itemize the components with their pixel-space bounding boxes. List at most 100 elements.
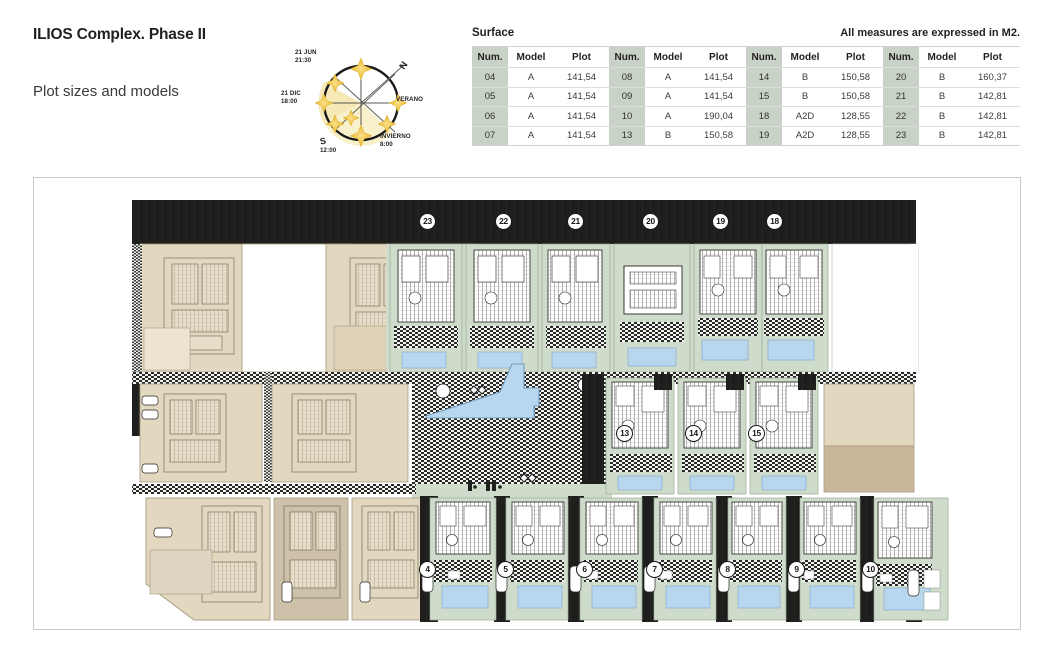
col-model-3: Model bbox=[782, 46, 828, 68]
table-header-row: Num. Model Plot Num. Model Plot Num. Mod… bbox=[472, 46, 1020, 68]
plot-badge-8[interactable]: 8 bbox=[719, 561, 736, 578]
cell-plot: 141,54 bbox=[554, 67, 609, 88]
cell-model: A bbox=[508, 67, 554, 88]
cell-model: A bbox=[508, 106, 554, 127]
cell-num: 14 bbox=[746, 67, 782, 88]
plot-badge-23[interactable]: 23 bbox=[419, 213, 436, 230]
col-num-4: Num. bbox=[883, 46, 919, 68]
cell-model: A bbox=[508, 87, 554, 107]
col-model-1: Model bbox=[508, 46, 554, 68]
cell-plot: 128,55 bbox=[828, 126, 883, 146]
cell-num: 08 bbox=[609, 67, 645, 88]
cell-model: B bbox=[919, 87, 965, 107]
cell-num: 20 bbox=[883, 67, 919, 88]
plot-badge-19[interactable]: 19 bbox=[712, 213, 729, 230]
col-model-2: Model bbox=[645, 46, 691, 68]
cell-plot: 141,54 bbox=[554, 87, 609, 107]
cell-model: A bbox=[645, 106, 691, 127]
surface-section: Surface All measures are expressed in M2… bbox=[472, 27, 1020, 146]
plot-badge-15[interactable]: 15 bbox=[748, 425, 765, 442]
cell-num: 21 bbox=[883, 87, 919, 107]
surface-title: Surface bbox=[472, 27, 515, 39]
plot-badge-20[interactable]: 20 bbox=[642, 213, 659, 230]
plot-badge-13[interactable]: 13 bbox=[616, 425, 633, 442]
compass-label-summer: 21 JUN 21:30 bbox=[295, 49, 317, 65]
plot-badge-10[interactable]: 10 bbox=[862, 561, 879, 578]
cell-model: B bbox=[782, 87, 828, 107]
cell-num: 05 bbox=[472, 87, 508, 107]
svg-text:N: N bbox=[397, 60, 410, 72]
cell-model: B bbox=[645, 126, 691, 146]
cell-model: A bbox=[508, 126, 554, 146]
table-row: 07 A 141,54 13 B 150,58 19 A2D 128,55 23… bbox=[472, 126, 1020, 146]
col-plot-4: Plot bbox=[965, 46, 1020, 68]
cell-num: 18 bbox=[746, 106, 782, 127]
compass-svg: N bbox=[314, 57, 410, 148]
table-row: 06 A 141,54 10 A 190,04 18 A2D 128,55 22… bbox=[472, 106, 1020, 127]
compass-label-south: S 12:00 bbox=[319, 135, 337, 155]
cell-num: 06 bbox=[472, 106, 508, 127]
plot-badge-4[interactable]: 4 bbox=[419, 561, 436, 578]
cell-num: 07 bbox=[472, 126, 508, 146]
plot-badge-21[interactable]: 21 bbox=[567, 213, 584, 230]
title-block: ILIOS Complex. Phase II Plot sizes and m… bbox=[33, 26, 333, 100]
cell-plot: 150,58 bbox=[691, 126, 746, 146]
cell-plot: 141,54 bbox=[691, 67, 746, 88]
plot-badge-18[interactable]: 18 bbox=[766, 213, 783, 230]
cell-plot: 142,81 bbox=[965, 126, 1020, 146]
page-header: ILIOS Complex. Phase II Plot sizes and m… bbox=[0, 0, 1044, 170]
col-num-1: Num. bbox=[472, 46, 508, 68]
cell-model: A2D bbox=[782, 126, 828, 146]
cell-plot: 142,81 bbox=[965, 87, 1020, 107]
col-plot-2: Plot bbox=[691, 46, 746, 68]
col-plot-1: Plot bbox=[554, 46, 609, 68]
plot-badge-6[interactable]: 6 bbox=[576, 561, 593, 578]
site-plan-drawing bbox=[34, 178, 1020, 629]
plot-badge-14[interactable]: 14 bbox=[685, 425, 702, 442]
cell-plot: 150,58 bbox=[828, 67, 883, 88]
cell-num: 22 bbox=[883, 106, 919, 127]
cell-plot: 128,55 bbox=[828, 106, 883, 127]
compass-label-verano: VERANO bbox=[396, 96, 424, 103]
cell-num: 23 bbox=[883, 126, 919, 146]
cell-plot: 150,58 bbox=[828, 87, 883, 107]
plot-badge-5[interactable]: 5 bbox=[497, 561, 514, 578]
site-plan-canvas[interactable]: 23 22 21 20 19 18 13 14 15 4 5 6 7 8 9 1… bbox=[34, 178, 1020, 629]
cell-plot: 141,54 bbox=[554, 126, 609, 146]
cell-num: 10 bbox=[609, 106, 645, 127]
compass-label-winter-date: 21 DIC 18:00 bbox=[281, 90, 301, 106]
cell-num: 13 bbox=[609, 126, 645, 146]
cell-plot: 141,54 bbox=[554, 106, 609, 127]
cell-plot: 160,37 bbox=[965, 67, 1020, 88]
col-model-4: Model bbox=[919, 46, 965, 68]
col-num-3: Num. bbox=[746, 46, 782, 68]
col-plot-3: Plot bbox=[828, 46, 883, 68]
plot-badge-9[interactable]: 9 bbox=[788, 561, 805, 578]
compass-rose: N 21 JUN 21:30 21 DIC 18:00 VERANO INVIE… bbox=[281, 44, 443, 162]
cell-model: B bbox=[782, 67, 828, 88]
plot-badge-22[interactable]: 22 bbox=[495, 213, 512, 230]
cell-plot: 190,04 bbox=[691, 106, 746, 127]
cell-num: 09 bbox=[609, 87, 645, 107]
surface-table-head: Num. Model Plot Num. Model Plot Num. Mod… bbox=[472, 46, 1020, 68]
cell-plot: 141,54 bbox=[691, 87, 746, 107]
cell-model: B bbox=[919, 106, 965, 127]
cell-plot: 142,81 bbox=[965, 106, 1020, 127]
cell-model: A2D bbox=[782, 106, 828, 127]
cell-model: A bbox=[645, 67, 691, 88]
col-num-2: Num. bbox=[609, 46, 645, 68]
surface-table: Num. Model Plot Num. Model Plot Num. Mod… bbox=[472, 46, 1020, 146]
surface-header: Surface All measures are expressed in M2… bbox=[472, 27, 1020, 39]
cell-num: 15 bbox=[746, 87, 782, 107]
table-row: 04 A 141,54 08 A 141,54 14 B 150,58 20 B… bbox=[472, 67, 1020, 88]
cell-model: A bbox=[645, 87, 691, 107]
plot-badge-7[interactable]: 7 bbox=[646, 561, 663, 578]
surface-table-body: 04 A 141,54 08 A 141,54 14 B 150,58 20 B… bbox=[472, 67, 1020, 146]
site-plan-frame: 23 22 21 20 19 18 13 14 15 4 5 6 7 8 9 1… bbox=[33, 177, 1021, 630]
page-title: ILIOS Complex. Phase II bbox=[33, 26, 206, 43]
cell-model: B bbox=[919, 67, 965, 88]
cell-num: 04 bbox=[472, 67, 508, 88]
page-subtitle: Plot sizes and models bbox=[33, 83, 179, 100]
cell-num: 19 bbox=[746, 126, 782, 146]
compass-label-invierno: INVIERNO 8:00 bbox=[380, 133, 411, 149]
